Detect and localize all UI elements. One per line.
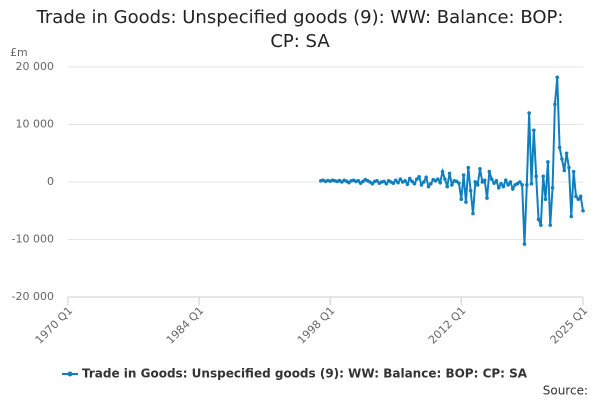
- series-marker: [527, 111, 531, 115]
- series-marker: [459, 197, 464, 202]
- series-marker: [447, 171, 452, 176]
- series-marker: [536, 217, 541, 222]
- series-marker: [422, 180, 426, 184]
- series-marker: [517, 180, 522, 184]
- series-marker: [543, 197, 548, 202]
- series-marker: [487, 169, 492, 174]
- legend-label: Trade in Goods: Unspecified goods (9): W…: [82, 367, 528, 381]
- series-marker: [382, 179, 386, 184]
- x-tick-label: 2012 Q1: [426, 304, 469, 347]
- series-marker: [532, 128, 536, 133]
- series-marker: [546, 160, 550, 164]
- chart-title: Trade in Goods: Unspecified goods (9): W…: [36, 7, 564, 52]
- series-marker: [574, 194, 578, 199]
- y-tick-label: -10 000: [12, 233, 54, 246]
- series-marker: [407, 176, 412, 181]
- series-marker: [478, 166, 482, 171]
- series-marker: [473, 180, 478, 184]
- series-marker: [501, 184, 506, 189]
- series-marker: [539, 223, 543, 227]
- series-marker: [571, 169, 576, 174]
- series-marker: [436, 177, 440, 181]
- series-line: [320, 77, 584, 245]
- series-marker: [560, 157, 564, 161]
- x-tick-label: 1998 Q1: [295, 304, 338, 347]
- series-marker: [393, 178, 398, 183]
- x-tick-label: 1970 Q1: [33, 304, 76, 347]
- series-marker: [482, 178, 487, 183]
- series-marker: [412, 181, 417, 186]
- y-tick-label: 0: [47, 175, 54, 188]
- series-marker: [475, 183, 480, 187]
- source: Source:: [543, 384, 588, 398]
- x-tick-label: 1984 Q1: [164, 304, 207, 347]
- series-marker: [567, 165, 571, 170]
- series-marker: [553, 102, 557, 107]
- series-marker: [548, 223, 553, 227]
- series-marker: [419, 183, 424, 187]
- series-marker: [440, 169, 445, 174]
- series-marker: [410, 179, 414, 184]
- series-marker: [485, 196, 489, 200]
- series-marker: [506, 183, 510, 187]
- legend-marker: [67, 371, 73, 377]
- series-marker: [578, 194, 583, 199]
- series-marker: [457, 181, 461, 185]
- series-marker: [445, 184, 450, 189]
- series-marker: [429, 181, 433, 186]
- series-marker: [555, 75, 560, 80]
- series-marker: [466, 165, 471, 170]
- series-marker: [520, 183, 524, 187]
- series-marker: [569, 214, 574, 219]
- x-tick-label: 2025 Q1: [548, 304, 591, 347]
- series-marker: [461, 173, 466, 177]
- series-marker: [557, 145, 562, 150]
- series-marker: [550, 185, 555, 190]
- series-marker: [508, 180, 513, 184]
- series-marker: [443, 177, 447, 181]
- series-marker: [541, 174, 546, 179]
- series-marker: [510, 187, 515, 191]
- series-marker: [384, 181, 389, 186]
- series-marker: [426, 184, 431, 189]
- series-marker: [494, 179, 499, 183]
- series-marker: [468, 188, 473, 193]
- series-marker: [398, 177, 403, 181]
- series-marker: [522, 242, 527, 246]
- series-marker: [414, 177, 419, 181]
- series-marker: [450, 183, 454, 187]
- series-marker: [471, 211, 475, 216]
- series-marker: [529, 181, 534, 186]
- series-marker: [489, 177, 494, 181]
- series-marker: [438, 180, 443, 185]
- series-marker: [391, 181, 396, 185]
- y-tick-label: -20 000: [12, 290, 54, 303]
- series-marker: [370, 181, 375, 186]
- y-tick-label: 10 000: [16, 118, 55, 131]
- series-marker: [564, 151, 569, 156]
- series-marker: [403, 179, 407, 183]
- series-marker: [492, 181, 496, 185]
- series-marker: [424, 175, 428, 180]
- y-axis-label: £m: [10, 46, 28, 59]
- series-marker: [356, 179, 361, 183]
- series-marker: [375, 179, 379, 183]
- series-marker: [396, 180, 400, 185]
- series-marker: [405, 182, 410, 187]
- series-marker: [581, 208, 585, 213]
- series-marker: [525, 183, 529, 187]
- series-marker: [499, 181, 503, 186]
- series-marker: [496, 185, 501, 190]
- series-marker: [503, 178, 508, 183]
- series-marker: [576, 197, 581, 202]
- series-marker: [534, 174, 538, 179]
- y-tick-label: 20 000: [16, 60, 55, 73]
- series-marker: [417, 175, 421, 179]
- series-marker: [562, 168, 567, 173]
- series-marker: [464, 200, 468, 204]
